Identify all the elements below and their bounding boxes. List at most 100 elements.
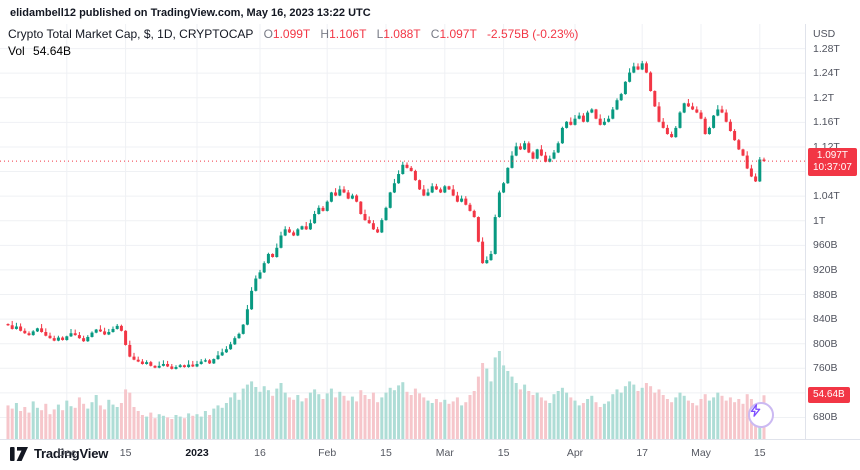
candle-body bbox=[531, 152, 535, 159]
volume-bar bbox=[140, 415, 144, 439]
candle-body bbox=[119, 325, 123, 331]
volume-bar bbox=[695, 405, 699, 439]
volume-bar bbox=[649, 386, 653, 439]
open-label: O bbox=[263, 27, 273, 41]
candle-body bbox=[258, 272, 262, 279]
volume-bar bbox=[724, 400, 728, 439]
candle-body bbox=[472, 210, 476, 218]
volume-bar bbox=[707, 400, 711, 439]
volume-bar bbox=[271, 395, 275, 439]
candle-body bbox=[556, 143, 560, 153]
candle-body bbox=[720, 109, 724, 113]
volume-bar bbox=[602, 403, 606, 439]
candle-body bbox=[342, 189, 346, 193]
volume-bar bbox=[443, 399, 447, 439]
volume-bar bbox=[476, 376, 480, 439]
volume-bar bbox=[355, 401, 359, 439]
candle-body bbox=[224, 349, 228, 353]
candle-body bbox=[56, 337, 60, 341]
volume-label[interactable]: Vol bbox=[8, 44, 25, 58]
time-axis[interactable]: TradingView Dec 15 2023 16 Feb 15 Mar 15 Apr 17 Ma… bbox=[0, 439, 860, 470]
volume-bar bbox=[523, 384, 527, 439]
volume-bar bbox=[275, 388, 279, 439]
price-axis-label: 960B bbox=[813, 239, 838, 252]
candle-body bbox=[737, 140, 741, 150]
price-axis[interactable]: USD 1.097T 10:37:07 54.64B 1.28T 1.24T 1.2… bbox=[805, 24, 860, 439]
candle-body bbox=[619, 94, 623, 101]
candle-body bbox=[716, 109, 720, 116]
volume-bar bbox=[178, 416, 182, 439]
volume-bar bbox=[65, 400, 69, 439]
candle-body bbox=[707, 127, 711, 135]
volume-bar bbox=[258, 391, 262, 439]
candle-body bbox=[174, 367, 178, 369]
volume-bar bbox=[455, 397, 459, 439]
volume-bar bbox=[325, 393, 329, 439]
candle-body bbox=[405, 164, 409, 168]
price-axis-label: 1.16T bbox=[813, 116, 840, 129]
candle-body bbox=[279, 235, 283, 248]
volume-bar bbox=[73, 407, 77, 439]
candle-body bbox=[195, 363, 199, 367]
candle-body bbox=[161, 363, 165, 366]
candle-body bbox=[14, 326, 18, 329]
volume-bar bbox=[203, 411, 207, 439]
volume-bar bbox=[661, 395, 665, 439]
volume-bar bbox=[565, 392, 569, 439]
volume-bar bbox=[733, 402, 737, 439]
candle-body bbox=[439, 189, 443, 193]
candle-body bbox=[523, 143, 527, 150]
volume-bar bbox=[86, 408, 90, 439]
close-label: C bbox=[430, 27, 440, 41]
volume-bar bbox=[632, 384, 636, 439]
candle-body bbox=[682, 103, 686, 113]
candle-body bbox=[275, 247, 279, 258]
candle-body bbox=[602, 121, 606, 125]
candle-body bbox=[94, 329, 98, 333]
close-value: 1.097T bbox=[439, 27, 477, 41]
candle-body bbox=[422, 189, 426, 196]
candle-body bbox=[191, 364, 195, 367]
candle-body bbox=[455, 195, 459, 202]
volume-bar bbox=[98, 405, 102, 439]
volume-bar bbox=[308, 392, 312, 439]
volume-bar bbox=[334, 397, 338, 439]
candle-body bbox=[506, 167, 510, 184]
price-axis-label: 840B bbox=[813, 313, 838, 326]
candle-body bbox=[90, 332, 94, 337]
candle-body bbox=[426, 192, 430, 196]
candle-body bbox=[485, 260, 489, 264]
volume-bar bbox=[665, 399, 669, 439]
volume-bar bbox=[313, 389, 317, 439]
time-axis-label: 16 bbox=[254, 447, 266, 459]
high-value: 1.106T bbox=[329, 27, 367, 41]
symbol-title[interactable]: Crypto Total Market Cap, $, 1D, CRYPTOCA… bbox=[8, 27, 254, 41]
candle-body bbox=[733, 130, 737, 141]
candle-body bbox=[292, 232, 296, 236]
volume-bar bbox=[422, 397, 426, 439]
volume-bar bbox=[640, 387, 644, 439]
lightning-icon bbox=[750, 404, 761, 417]
candle-body bbox=[712, 115, 716, 128]
candle-body bbox=[220, 352, 224, 356]
chart-plot-area[interactable]: Crypto Total Market Cap, $, 1D, CRYPTOCA… bbox=[0, 24, 805, 439]
volume-bar bbox=[132, 407, 136, 439]
candle-body bbox=[103, 331, 107, 335]
volume-bar bbox=[418, 393, 422, 439]
volume-bar bbox=[552, 394, 556, 439]
tradingview-logo[interactable]: TradingView bbox=[10, 446, 108, 461]
candle-body bbox=[460, 198, 464, 202]
boost-button[interactable] bbox=[748, 402, 774, 428]
volume-bar bbox=[317, 394, 321, 439]
candle-body bbox=[548, 158, 552, 162]
volume-bar bbox=[266, 390, 270, 439]
time-axis-label: 15 bbox=[380, 447, 392, 459]
candle-body bbox=[510, 155, 514, 168]
volume-value: 54.64B bbox=[33, 44, 72, 58]
volume-bar bbox=[682, 395, 686, 439]
volume-bar bbox=[716, 392, 720, 439]
candle-body bbox=[170, 366, 174, 369]
candle-body bbox=[350, 195, 354, 199]
candle-body bbox=[140, 361, 144, 364]
